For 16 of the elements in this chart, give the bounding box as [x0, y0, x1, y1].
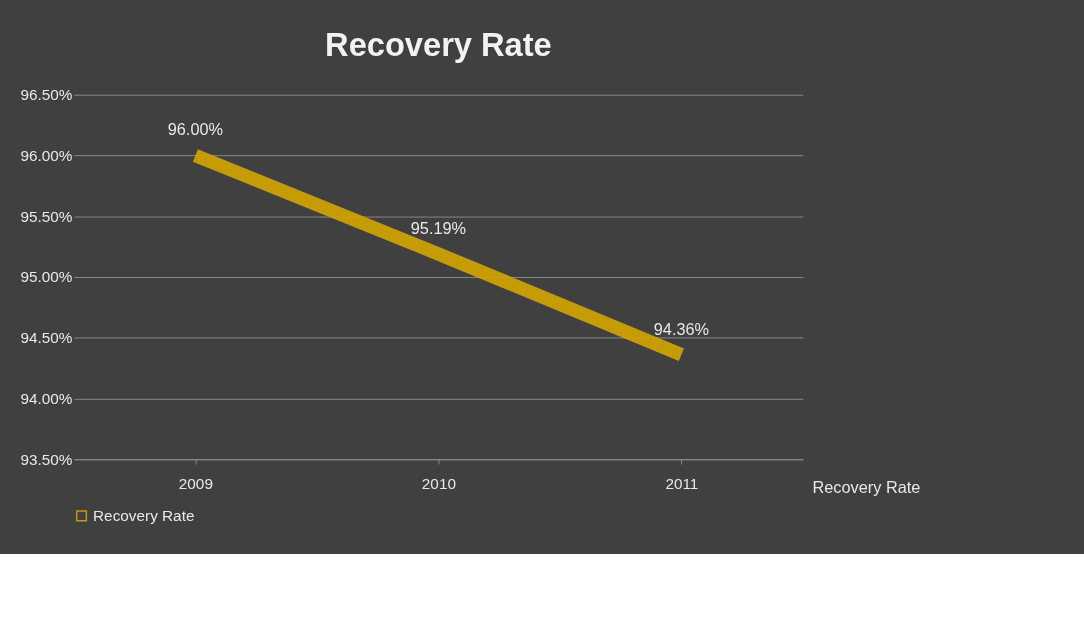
y-tick-label: 94.50%	[20, 329, 73, 347]
data-label: 95.19%	[410, 218, 467, 237]
y-tick-label: 96.00%	[20, 146, 73, 164]
y-tick-label: 96.50%	[20, 86, 73, 104]
data-label: 96.00%	[167, 120, 224, 139]
x-tick-label: 2011	[665, 474, 699, 492]
data-label: 94.36%	[653, 319, 710, 338]
y-tick-label: 95.00%	[20, 268, 73, 286]
text: Recovery Rate	[812, 477, 921, 496]
y-tick-label: 95.50%	[20, 207, 73, 225]
x-tick-label: 2009	[178, 474, 213, 492]
legend-label: Recovery Rate	[93, 506, 195, 524]
y-tick-label: 94.00%	[20, 389, 73, 407]
x-tick-label: 2010	[421, 474, 456, 492]
chart-title: Recovery Rate	[325, 26, 552, 64]
y-tick-label: 93.50%	[20, 450, 73, 468]
